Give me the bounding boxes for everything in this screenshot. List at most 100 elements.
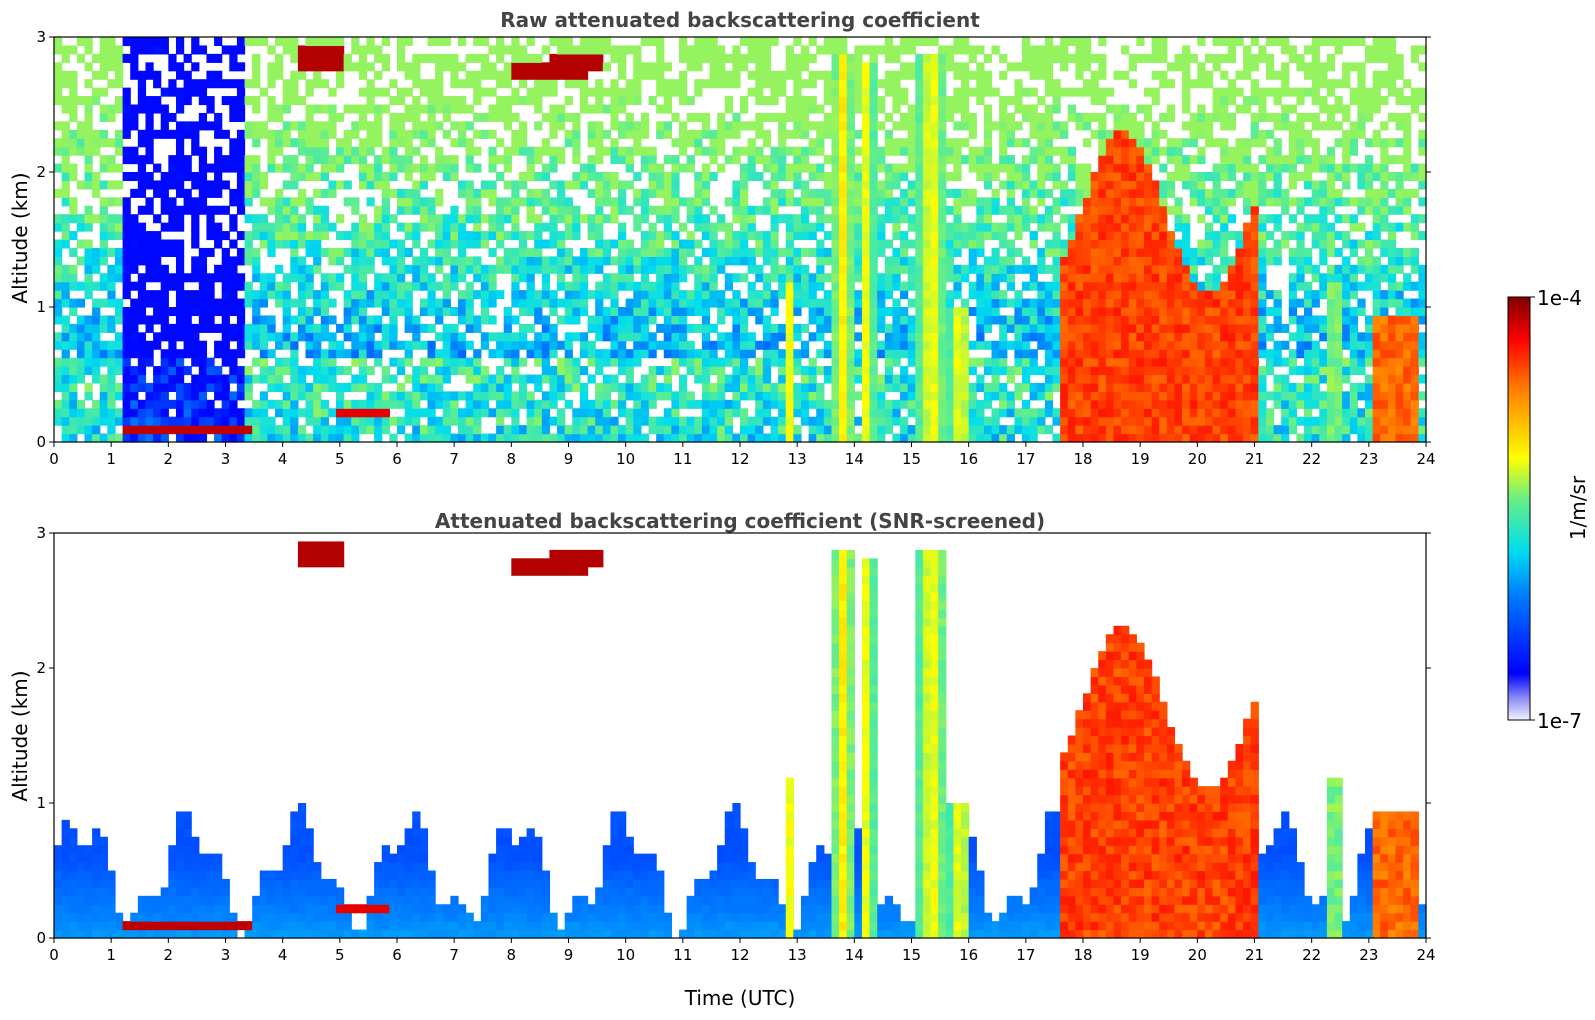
heatmap-cell [343, 62, 352, 72]
heatmap-cell [595, 129, 604, 139]
heatmap-cell [1083, 391, 1092, 401]
heatmap-cell [389, 416, 398, 426]
heatmap-cell [1113, 340, 1122, 350]
heatmap-cell [175, 349, 185, 359]
heatmap-cell [793, 391, 802, 401]
heatmap-cell [679, 146, 688, 156]
heatmap-cell [1029, 155, 1038, 165]
heatmap-cell [762, 366, 772, 376]
heatmap-cell [137, 188, 147, 198]
heatmap-cell [701, 298, 711, 308]
heatmap-cell [633, 70, 642, 80]
heatmap-cell [427, 399, 436, 409]
heatmap-cell [130, 247, 139, 257]
heatmap-cell [114, 357, 124, 367]
heatmap-cell [1014, 298, 1023, 308]
heatmap-cell [717, 239, 726, 249]
heatmap-cell [679, 222, 688, 232]
heatmap-cell [976, 239, 985, 249]
heatmap-cell [343, 307, 352, 317]
heatmap-cell [99, 112, 108, 122]
heatmap-cell [1037, 332, 1046, 342]
heatmap-cell [983, 112, 993, 122]
heatmap-cell [1075, 163, 1084, 173]
heatmap-cell [480, 290, 490, 300]
heatmap-cell [526, 374, 535, 384]
heatmap-cell [130, 121, 139, 131]
heatmap-cell [412, 239, 421, 249]
heatmap-cell [877, 281, 886, 291]
heatmap-cell [389, 96, 398, 106]
heatmap-cell [442, 256, 451, 266]
heatmap-cell [549, 374, 558, 384]
heatmap-cell [953, 37, 962, 47]
heatmap-cell [290, 87, 299, 97]
heatmap-cell [122, 349, 131, 359]
heatmap-cell [640, 340, 650, 350]
heatmap-cell [839, 70, 848, 80]
heatmap-cell [877, 349, 886, 359]
heatmap-cell [313, 53, 322, 63]
heatmap-cell [145, 323, 154, 333]
heatmap-cell [930, 79, 939, 89]
heatmap-cell [252, 247, 261, 257]
heatmap-cell [397, 307, 406, 317]
heatmap-cell [839, 129, 848, 139]
heatmap-cell [1075, 307, 1084, 317]
heatmap-cell [701, 214, 711, 224]
heatmap-cell [823, 425, 833, 435]
heatmap-cell [511, 188, 520, 198]
heatmap-cell [938, 70, 947, 80]
heatmap-cell [724, 239, 733, 249]
heatmap-cell [343, 425, 352, 435]
heatmap-cell [671, 87, 680, 97]
heatmap-cell [214, 231, 223, 241]
heatmap-cell [953, 323, 962, 333]
heatmap-cell [137, 70, 147, 80]
heatmap-cell [381, 416, 390, 426]
heatmap-cell [800, 129, 810, 139]
heatmap-cell [275, 146, 284, 156]
heatmap-cell [526, 155, 535, 165]
heatmap-cell [602, 408, 612, 418]
heatmap-cell [419, 197, 429, 207]
heatmap-cell [229, 138, 238, 148]
heatmap-cell [1044, 323, 1054, 333]
heatmap-cell [549, 155, 558, 165]
heatmap-cell [724, 70, 733, 80]
heatmap-cell [114, 247, 124, 257]
heatmap-cell [785, 214, 794, 224]
heatmap-cell [313, 290, 322, 300]
heatmap-cell [557, 433, 566, 443]
heatmap-cell [1090, 315, 1099, 325]
heatmap-cell [290, 340, 299, 350]
heatmap-cell [160, 433, 169, 443]
heatmap-cell [785, 382, 794, 392]
heatmap-cell [168, 79, 177, 89]
heatmap-cell [618, 247, 627, 257]
heatmap-cell [747, 264, 756, 274]
heatmap-cell [435, 315, 444, 325]
heatmap-cell [549, 205, 558, 215]
heatmap-cell [465, 357, 474, 367]
heatmap-cell [907, 112, 916, 122]
heatmap-cell [297, 281, 307, 291]
heatmap-cell [679, 45, 688, 55]
heatmap-cell [679, 391, 688, 401]
heatmap-cell [999, 349, 1008, 359]
heatmap-cell [442, 408, 451, 418]
heatmap-cell [564, 70, 573, 80]
heatmap-cell [831, 62, 840, 72]
heatmap-cell [785, 357, 794, 367]
heatmap-cell [694, 138, 703, 148]
heatmap-cell [983, 70, 993, 80]
heatmap-cell [900, 70, 909, 80]
heatmap-cell [839, 382, 848, 392]
heatmap-cell [389, 214, 398, 224]
heatmap-cell [290, 96, 299, 106]
heatmap-cell [191, 408, 200, 418]
heatmap-cell [602, 45, 612, 55]
heatmap-cell [831, 121, 840, 131]
heatmap-cell [122, 205, 131, 215]
heatmap-cell [381, 104, 390, 114]
